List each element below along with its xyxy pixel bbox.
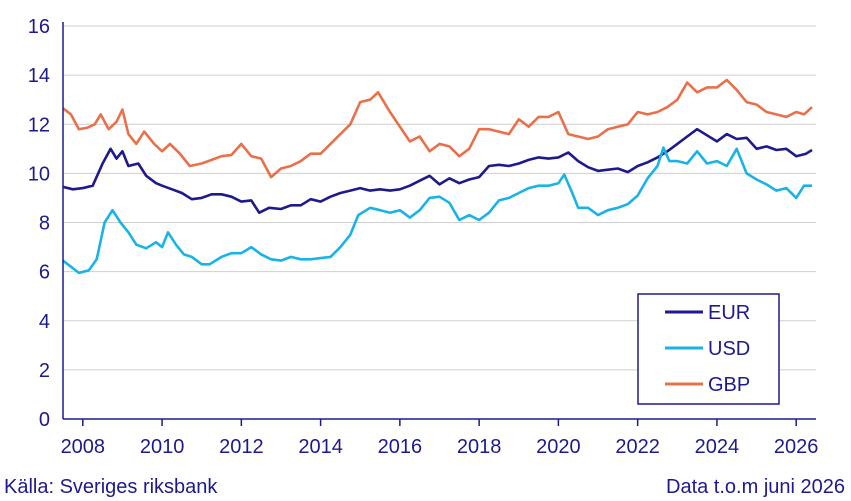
x-tick-label: 2024 [695, 436, 740, 458]
data-note: Data t.o.m juni 2026 [666, 476, 845, 498]
y-axis-ticks: 0 2 4 6 8 10 12 14 16 [28, 16, 50, 431]
y-tick-label: 0 [39, 409, 50, 431]
x-tick-label: 2014 [298, 436, 343, 458]
grid-lines [63, 25, 816, 371]
x-tick-label: 2020 [536, 436, 581, 458]
x-tick-label: 2008 [61, 436, 106, 458]
series-line-usd [62, 146, 812, 275]
x-tick-label: 2012 [219, 436, 264, 458]
legend-label-usd: USD [708, 338, 750, 360]
x-tick-label: 2010 [140, 436, 185, 458]
series-line-eur [62, 127, 813, 214]
x-tick-label: 2026 [774, 436, 819, 458]
y-tick-label: 8 [39, 213, 50, 235]
x-axis-ticks: 2008 2010 2012 2014 2016 2018 2020 2022 2024 2026 [61, 419, 819, 458]
y-tick-label: 12 [28, 114, 50, 136]
y-tick-label: 10 [28, 163, 50, 185]
series-lines [62, 78, 813, 275]
x-tick-label: 2018 [457, 436, 502, 458]
legend-label-gbp: GBP [708, 374, 750, 396]
legend-label-eur: EUR [708, 302, 750, 324]
x-tick-label: 2016 [378, 436, 423, 458]
series-line-gbp [62, 78, 813, 179]
source-note: Källa: Sveriges riksbank [4, 476, 218, 498]
y-tick-label: 2 [39, 360, 50, 382]
y-tick-label: 6 [39, 262, 50, 284]
x-tick-label: 2022 [615, 436, 660, 458]
y-tick-label: 4 [39, 311, 50, 333]
y-tick-label: 14 [28, 65, 50, 87]
y-tick-label: 16 [28, 16, 50, 38]
legend: EUR USD GBP [637, 293, 780, 405]
legend-box [637, 293, 780, 405]
